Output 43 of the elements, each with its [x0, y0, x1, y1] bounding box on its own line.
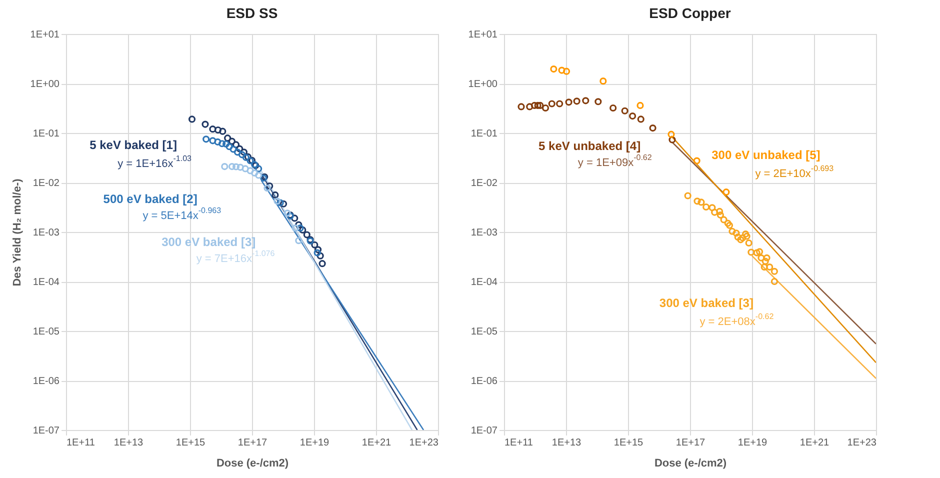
- y-tick-label: 1E-07: [470, 426, 498, 436]
- x-tick-label: 1E+21: [362, 438, 392, 448]
- y-tick-label: 1E-05: [32, 326, 60, 338]
- x-tick-label: 1E+15: [614, 438, 644, 448]
- y-tick-label: 1E-01: [32, 128, 60, 140]
- series-label: 300 eV unbaked [5]: [712, 148, 820, 162]
- x-tick-label: 1E+11: [66, 438, 96, 448]
- text: 300 eV baked [3]: [162, 234, 256, 249]
- y-tick-label: 1E-07: [32, 426, 60, 436]
- x-tick-label: 1E+13: [552, 438, 582, 448]
- series-label: 5 keV baked [1]: [90, 138, 177, 152]
- x-axis-title: Dose (e-/cm2): [654, 458, 727, 470]
- series-label: 300 eV baked [3]: [659, 296, 754, 310]
- y-tick-label: 1E+01: [30, 30, 60, 40]
- y-tick-label: 1E-03: [32, 228, 60, 238]
- y-tick-label: 1E-06: [470, 376, 498, 387]
- text: 500 eV baked [2]: [103, 192, 198, 206]
- x-tick-label: 1E+23: [847, 438, 877, 448]
- x-axis-title: Dose (e-/cm2): [216, 458, 289, 470]
- y-tick-label: 1E-02: [32, 178, 60, 189]
- x-tick-label: 1E+13: [114, 438, 144, 448]
- y-tick-label: 1E+01: [468, 30, 498, 40]
- chart-title: ESD Copper: [649, 5, 732, 21]
- y-tick-label: 1E-06: [32, 376, 60, 387]
- x-tick-label: 1E+15: [176, 438, 206, 448]
- x-tick-label: 1E+17: [676, 438, 706, 448]
- y-tick-label: 1E-04: [470, 277, 498, 288]
- y-tick-label: 1E+00: [30, 79, 60, 90]
- y-tick-label: 1E-01: [470, 128, 498, 140]
- x-tick-label: 1E+17: [238, 438, 268, 448]
- y-tick-label: 1E-04: [32, 277, 60, 288]
- series-label: 5 keV unbaked [4]: [538, 138, 641, 153]
- chart-title: ESD SS: [226, 5, 278, 21]
- y-tick-label: 1E-03: [470, 228, 498, 238]
- x-tick-label: 1E+19: [300, 438, 330, 448]
- x-tick-label: 1E+19: [738, 438, 768, 448]
- y-axis-title: Des Yield (H₂ mol/e-): [11, 178, 24, 286]
- y-tick-label: 1E-02: [470, 178, 498, 189]
- x-tick-label: 1E+11: [504, 438, 534, 448]
- y-tick-label: 1E-05: [470, 326, 498, 338]
- x-tick-label: 1E+21: [800, 438, 830, 448]
- x-tick-label: 1E+23: [409, 438, 439, 448]
- y-tick-label: 1E+00: [468, 79, 498, 90]
